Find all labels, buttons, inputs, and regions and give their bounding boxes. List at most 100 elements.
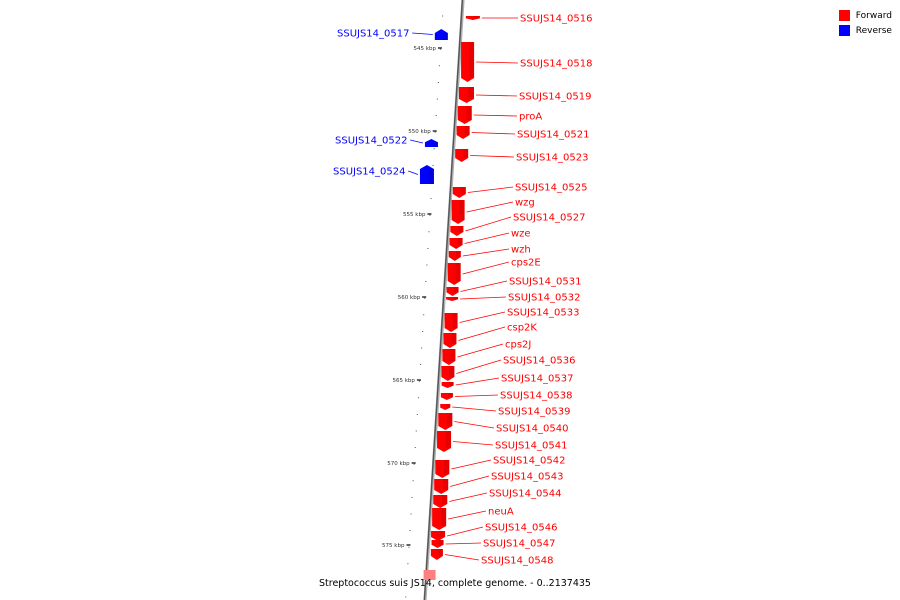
gene-SSUJS14_0523[interactable] (455, 149, 469, 162)
gene-label[interactable]: SSUJS14_0527 (513, 213, 586, 224)
gene-label[interactable]: SSUJS14_0522 (335, 136, 408, 147)
gene-arrow (452, 187, 466, 198)
gene-arrow (448, 251, 461, 261)
gene-wzg[interactable] (451, 200, 465, 224)
genome-caption: Streptococcus suis JS14, complete genome… (319, 578, 591, 589)
gene-cps2E[interactable] (447, 263, 461, 285)
gene-label[interactable]: proA (519, 112, 542, 123)
gene-label[interactable]: SSUJS14_0539 (498, 407, 571, 418)
leader-line (456, 359, 502, 374)
leader-line (453, 441, 494, 446)
gene-label[interactable]: SSUJS14_0544 (489, 489, 562, 500)
gene-arrow (432, 508, 447, 530)
gene-neuA[interactable] (432, 508, 447, 530)
gene-label[interactable]: SSUJS14_0541 (495, 441, 568, 452)
gene-shade (442, 479, 449, 490)
gene-label[interactable]: SSUJS14_0536 (503, 356, 576, 367)
gene-label[interactable]: SSUJS14_0524 (333, 167, 406, 178)
gene-shade (466, 106, 472, 120)
gene-label[interactable]: wzh (511, 245, 531, 256)
gene-label[interactable]: SSUJS14_0521 (517, 130, 590, 141)
gene-proA[interactable] (457, 106, 472, 124)
gene-label[interactable]: neuA (488, 507, 514, 518)
gene-SSUJS14_0521[interactable] (456, 126, 470, 139)
gene-shade (448, 393, 453, 398)
leader-line (457, 343, 504, 358)
gene-label[interactable]: wze (511, 229, 531, 240)
gene-label[interactable]: SSUJS14_0525 (515, 183, 588, 194)
gene-SSUJS14_0533[interactable] (444, 313, 458, 332)
gene-label[interactable]: SSUJS14_0533 (507, 308, 580, 319)
gene-arrow (431, 540, 444, 548)
gene-SSUJS14_0538[interactable] (440, 393, 453, 400)
gene-label[interactable]: SSUJS14_0548 (481, 556, 554, 567)
gene-SSUJS14_0519[interactable] (458, 87, 474, 103)
gene-arrow (458, 87, 474, 103)
gene-shade (457, 238, 463, 245)
gene-label[interactable]: cps2J (505, 340, 531, 351)
gene-label[interactable]: cps2E (511, 258, 541, 269)
gene-SSUJS14_0532[interactable] (446, 297, 459, 301)
gene-SSUJS14_0540[interactable] (438, 413, 453, 430)
leader-line (445, 542, 482, 545)
gene-arrow (434, 479, 449, 494)
gene-arrow (456, 126, 470, 139)
gene-shade (438, 540, 444, 545)
gene-wze[interactable] (449, 238, 463, 249)
gene-shade (446, 413, 453, 426)
gene-SSUJS14_0539[interactable] (440, 404, 451, 410)
leader-line (462, 261, 510, 275)
leader-line (451, 459, 492, 470)
gene-label[interactable]: SSUJS14_0538 (500, 391, 573, 402)
gene-SSUJS14_0537[interactable] (441, 382, 454, 388)
gene-arrow (443, 333, 457, 348)
leader-line (473, 114, 518, 117)
gene-arrow (430, 549, 443, 560)
gene-label[interactable]: SSUJS14_0531 (509, 277, 582, 288)
gene-SSUJS14_0522[interactable] (424, 139, 438, 147)
leader-line (471, 132, 516, 135)
gene-arrow (449, 238, 463, 249)
gene-SSUJS14_0541[interactable] (437, 431, 452, 452)
leader-line (460, 296, 507, 300)
gene-SSUJS14_0516[interactable] (465, 16, 480, 20)
gene-label[interactable]: SSUJS14_0516 (520, 14, 593, 25)
gene-SSUJS14_0517[interactable] (434, 29, 448, 40)
gene-label[interactable]: SSUJS14_0523 (516, 153, 589, 164)
gene-SSUJS14_0544[interactable] (433, 495, 448, 508)
gene-wzh[interactable] (448, 251, 461, 261)
gene-label[interactable]: wzg (515, 198, 535, 209)
gene-SSUJS14_0547[interactable] (431, 540, 444, 548)
gene-label[interactable]: SSUJS14_0518 (520, 59, 593, 70)
gene-cps2J[interactable] (442, 349, 456, 365)
gene-SSUJS14_0527[interactable] (450, 226, 464, 236)
leader-line (410, 139, 424, 144)
gene-SSUJS14_0548[interactable] (430, 549, 443, 560)
gene-label[interactable]: SSUJS14_0542 (493, 456, 566, 467)
gene-csp2K[interactable] (443, 333, 457, 348)
gene-shade (458, 226, 464, 232)
gene-label[interactable]: SSUJS14_0547 (483, 539, 556, 550)
gene-shade (451, 333, 457, 344)
gene-label[interactable]: SSUJS14_0540 (496, 424, 569, 435)
gene-SSUJS14_0524[interactable] (419, 165, 434, 184)
gene-label[interactable]: SSUJS14_0532 (508, 293, 581, 304)
gene-label[interactable]: csp2K (507, 323, 537, 334)
gene-label[interactable]: SSUJS14_0537 (501, 374, 574, 385)
gene-shade (456, 251, 461, 257)
gene-SSUJS14_0536[interactable] (441, 366, 455, 381)
gene-label[interactable]: SSUJS14_0519 (519, 92, 592, 103)
gene-SSUJS14_0546[interactable] (431, 531, 446, 541)
gene-label[interactable]: SSUJS14_0517 (337, 29, 410, 40)
legend-entry-forward: Forward (838, 8, 892, 23)
gene-label[interactable]: SSUJS14_0543 (491, 472, 564, 483)
gene-SSUJS14_0518[interactable] (461, 42, 475, 82)
gene-SSUJS14_0531[interactable] (446, 287, 459, 296)
gene-SSUJS14_0543[interactable] (434, 479, 449, 494)
gene-SSUJS14_0542[interactable] (435, 460, 450, 478)
kbp-tick-label: 565 kbp (393, 378, 416, 384)
gene-arrow (438, 413, 453, 430)
gene-SSUJS14_0525[interactable] (452, 187, 466, 198)
gene-label[interactable]: SSUJS14_0546 (485, 523, 558, 534)
